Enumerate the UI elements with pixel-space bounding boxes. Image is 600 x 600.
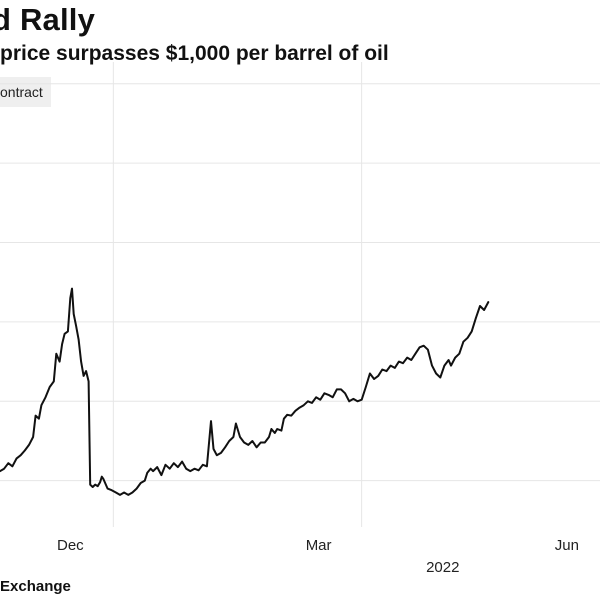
series-line — [0, 287, 490, 496]
x-tick-label: Jun — [555, 537, 579, 554]
x-tick-label: Dec — [57, 537, 84, 554]
source-note: Exchange — [0, 578, 71, 595]
series-layer — [0, 287, 490, 496]
x-axis: Dec Mar Jun 2022 — [57, 537, 579, 576]
chart-subtitle: price surpasses $1,000 per barrel of oil — [0, 42, 389, 65]
x-tick-label: Mar — [306, 537, 332, 554]
x-year-label: 2022 — [426, 559, 459, 576]
legend-entry: ontract — [0, 77, 51, 107]
chart-title: d Rally — [0, 2, 96, 37]
gridlines — [0, 62, 600, 527]
